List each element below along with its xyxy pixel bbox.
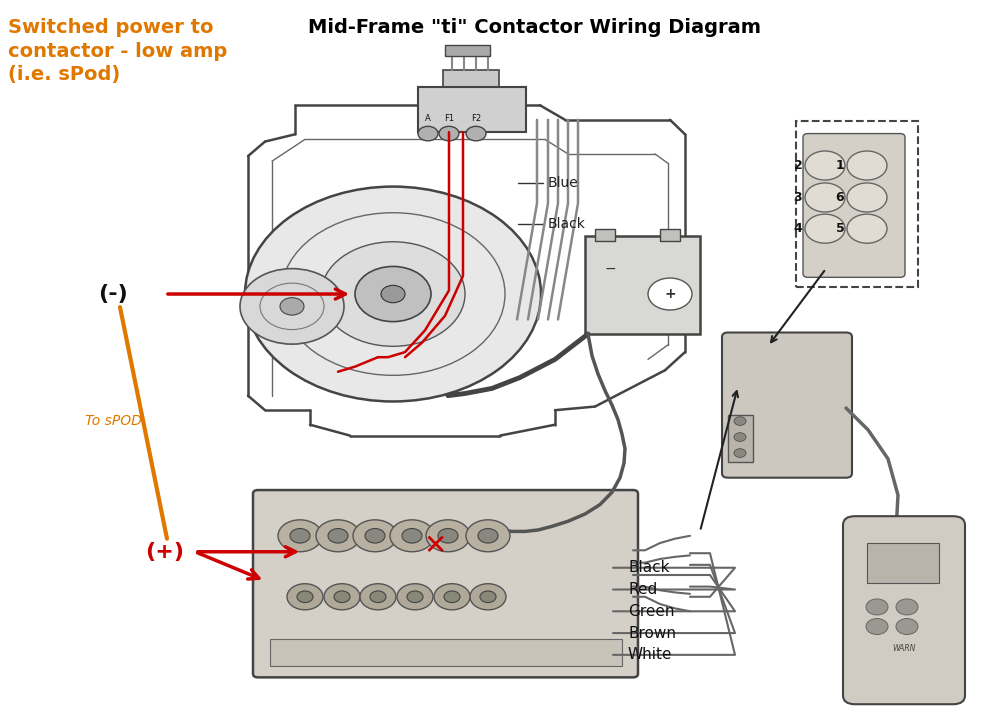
Text: Black: Black xyxy=(548,216,586,231)
Circle shape xyxy=(438,529,458,543)
Text: A: A xyxy=(425,115,431,123)
Circle shape xyxy=(360,584,396,610)
Circle shape xyxy=(297,591,313,603)
Circle shape xyxy=(381,285,405,303)
Circle shape xyxy=(866,599,888,615)
Circle shape xyxy=(734,449,746,457)
Circle shape xyxy=(397,584,433,610)
Text: Mid-Frame "ti" Contactor Wiring Diagram: Mid-Frame "ti" Contactor Wiring Diagram xyxy=(308,18,762,37)
Circle shape xyxy=(418,126,438,141)
Text: Green: Green xyxy=(628,604,674,619)
Bar xyxy=(445,45,490,56)
Circle shape xyxy=(466,520,510,552)
Circle shape xyxy=(426,520,470,552)
Text: 6: 6 xyxy=(836,191,844,204)
Circle shape xyxy=(847,183,887,212)
Circle shape xyxy=(324,584,360,610)
FancyBboxPatch shape xyxy=(803,134,905,277)
Circle shape xyxy=(390,520,434,552)
Bar xyxy=(796,121,918,287)
Circle shape xyxy=(866,619,888,635)
Circle shape xyxy=(466,126,486,141)
Circle shape xyxy=(287,584,323,610)
Circle shape xyxy=(478,529,498,543)
Circle shape xyxy=(280,298,304,315)
Bar xyxy=(585,236,700,334)
Circle shape xyxy=(402,529,422,543)
Text: F1: F1 xyxy=(444,115,454,123)
Circle shape xyxy=(847,151,887,180)
Circle shape xyxy=(480,591,496,603)
Circle shape xyxy=(407,591,423,603)
Circle shape xyxy=(439,126,459,141)
Text: Black: Black xyxy=(628,560,670,575)
Bar xyxy=(867,543,939,583)
Bar xyxy=(728,415,753,462)
Text: (+): (+) xyxy=(145,542,184,562)
Text: White: White xyxy=(628,648,672,662)
Text: (-): (-) xyxy=(98,284,128,304)
Circle shape xyxy=(648,278,692,310)
Circle shape xyxy=(321,242,465,346)
Text: −: − xyxy=(604,261,616,276)
Text: 2: 2 xyxy=(794,159,802,172)
Circle shape xyxy=(278,520,322,552)
Bar xyxy=(418,87,526,132)
Circle shape xyxy=(470,584,506,610)
Circle shape xyxy=(353,520,397,552)
Text: 1: 1 xyxy=(836,159,844,172)
Circle shape xyxy=(434,584,470,610)
Circle shape xyxy=(896,619,918,635)
Circle shape xyxy=(734,433,746,441)
Text: Brown: Brown xyxy=(628,626,676,640)
Circle shape xyxy=(805,183,845,212)
Text: 4: 4 xyxy=(794,222,802,235)
Circle shape xyxy=(805,151,845,180)
Text: Red: Red xyxy=(628,582,657,597)
Circle shape xyxy=(896,599,918,615)
Bar xyxy=(443,70,499,89)
Circle shape xyxy=(245,187,541,401)
Text: To sPOD: To sPOD xyxy=(85,414,142,428)
Circle shape xyxy=(370,591,386,603)
Circle shape xyxy=(734,417,746,425)
Circle shape xyxy=(334,591,350,603)
Text: Blue: Blue xyxy=(548,176,579,190)
Text: WARN: WARN xyxy=(892,644,916,653)
FancyBboxPatch shape xyxy=(253,490,638,677)
Text: +: + xyxy=(664,287,676,301)
Bar xyxy=(270,639,622,666)
Circle shape xyxy=(290,529,310,543)
Text: F2: F2 xyxy=(471,115,481,123)
Circle shape xyxy=(847,214,887,243)
Circle shape xyxy=(805,214,845,243)
Circle shape xyxy=(355,266,431,322)
Circle shape xyxy=(316,520,360,552)
Text: ✕: ✕ xyxy=(423,532,447,560)
Circle shape xyxy=(240,269,344,344)
Text: 5: 5 xyxy=(836,222,844,235)
FancyBboxPatch shape xyxy=(722,333,852,478)
Text: 3: 3 xyxy=(794,191,802,204)
FancyBboxPatch shape xyxy=(843,516,965,704)
Bar xyxy=(595,229,615,241)
Bar xyxy=(660,229,680,241)
Circle shape xyxy=(444,591,460,603)
Circle shape xyxy=(328,529,348,543)
Text: Switched power to
contactor - low amp
(i.e. sPod): Switched power to contactor - low amp (i… xyxy=(8,18,227,84)
Circle shape xyxy=(365,529,385,543)
